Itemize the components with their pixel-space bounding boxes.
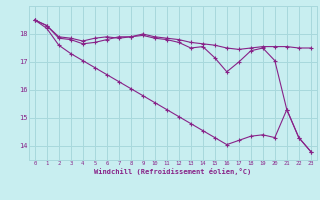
X-axis label: Windchill (Refroidissement éolien,°C): Windchill (Refroidissement éolien,°C) [94,168,252,175]
